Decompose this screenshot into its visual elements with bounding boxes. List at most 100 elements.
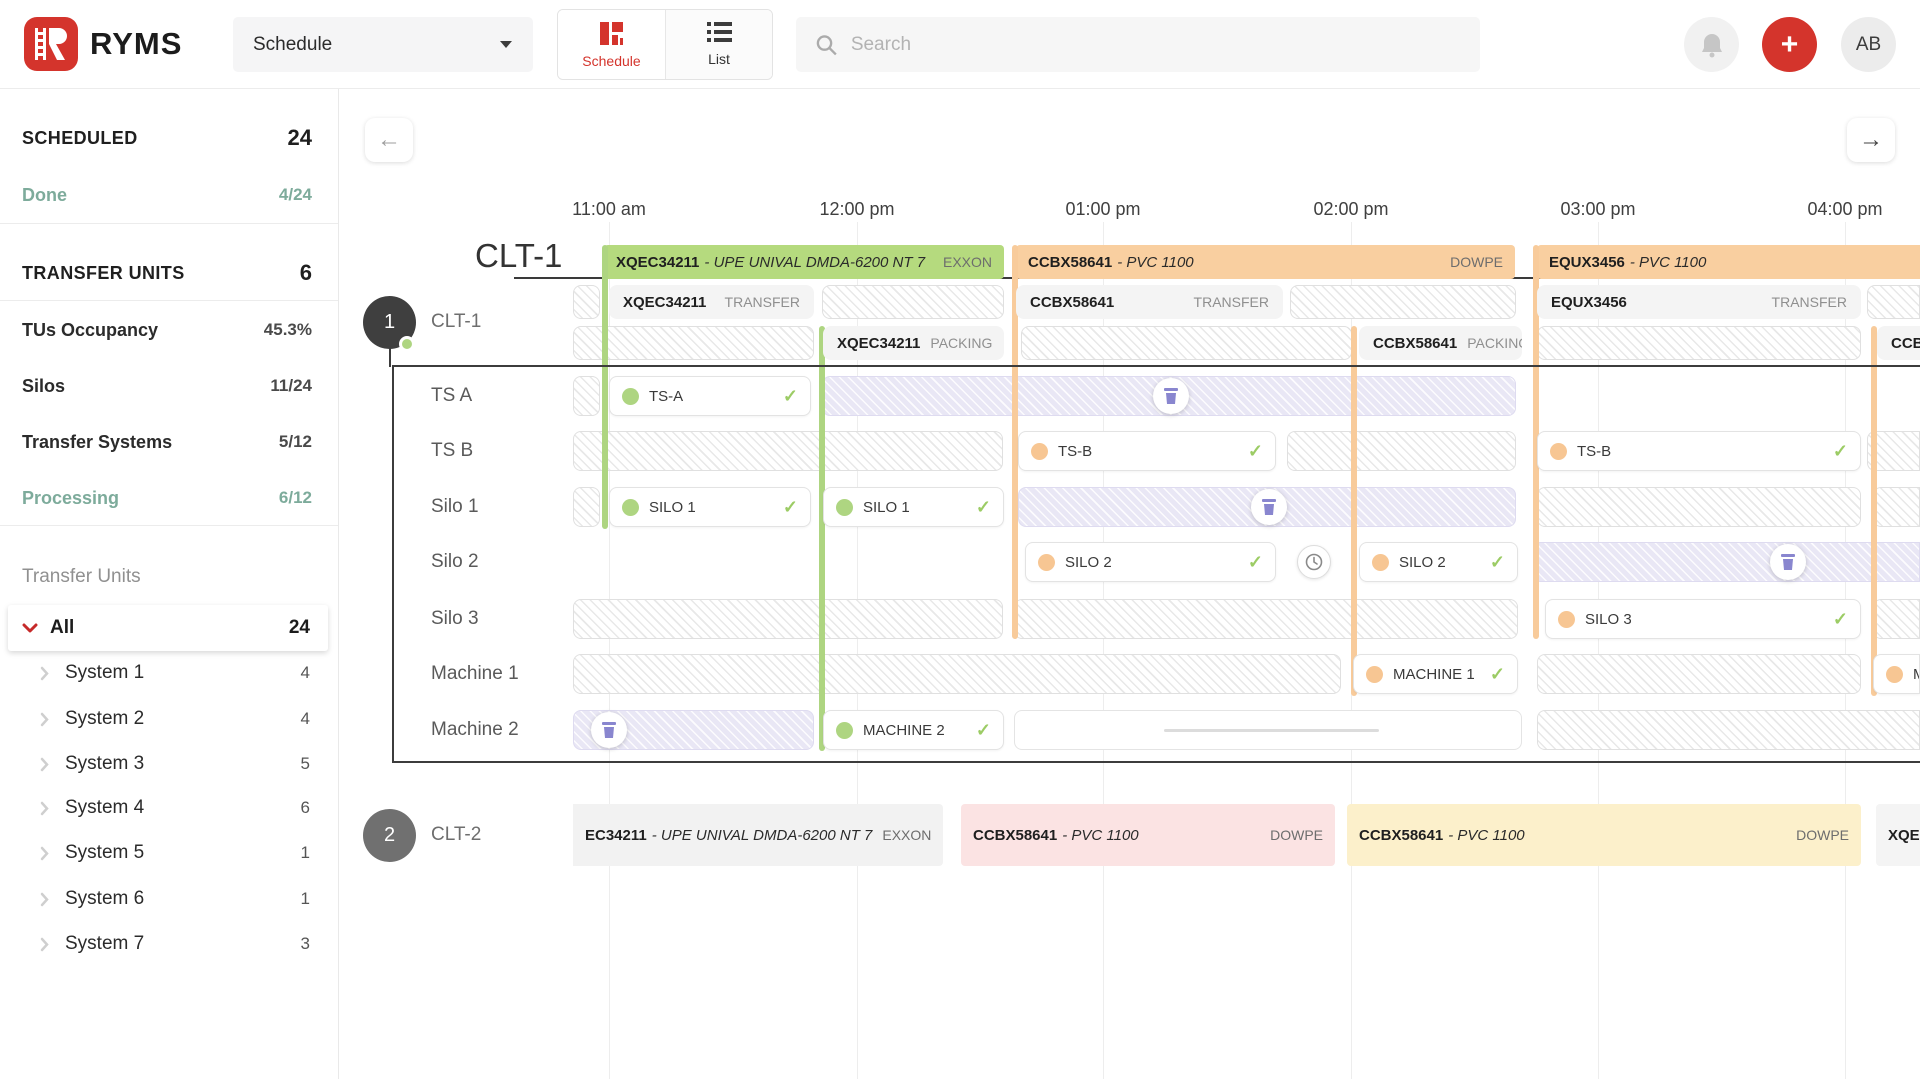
resource-card-machine-1[interactable]: MACHINE 1 ✓ <box>1353 654 1518 694</box>
trash-icon <box>1164 388 1178 404</box>
status-dot-green <box>836 721 853 739</box>
check-icon: ✓ <box>1489 663 1505 684</box>
time-label: 01:00 pm <box>1065 199 1141 219</box>
group-badge-1[interactable]: 1 <box>363 296 416 352</box>
delete-button[interactable] <box>1153 378 1189 414</box>
group-status-dot <box>399 336 415 352</box>
progress-line <box>1164 729 1379 732</box>
resource-name: SILO 3 <box>1585 610 1632 628</box>
chevron-right-icon <box>40 892 49 906</box>
app-logo[interactable] <box>24 17 78 71</box>
blocked-slot <box>573 431 1003 471</box>
task-card-packing[interactable]: CCBX58641 PACKING <box>1359 326 1522 360</box>
check-icon: ✓ <box>975 719 991 740</box>
tree-item-label: System 3 <box>65 753 145 774</box>
order-bar-ccbx58641[interactable]: CCBX58641 - PVC 1100 DOWPE <box>1016 245 1515 279</box>
order-product: - PVC 1100 <box>1448 826 1525 844</box>
tree-item-count: 6 <box>300 798 310 817</box>
resource-card-silo-2[interactable]: SILO 2 ✓ <box>1359 542 1518 582</box>
task-card-transfer[interactable]: XQEC34211 TRANSFER <box>609 285 814 319</box>
chevron-down-icon <box>22 623 38 633</box>
tree-item-system-6[interactable]: System 6 1 <box>40 879 310 919</box>
stat-value: 5/12 <box>278 432 312 451</box>
stat-label: TUs Occupancy <box>22 319 159 340</box>
hour-gridline <box>857 222 858 1079</box>
group-badge-2[interactable]: 2 <box>363 809 416 862</box>
time-label: 11:00 am <box>572 199 646 219</box>
resource-card-silo-3[interactable]: SILO 3 ✓ <box>1545 599 1861 639</box>
tree-item-system-3[interactable]: System 3 5 <box>40 744 310 784</box>
resource-card-silo-1[interactable]: SILO 1 ✓ <box>823 487 1004 527</box>
tab-schedule[interactable]: Schedule <box>558 10 665 79</box>
task-start-line-green <box>819 326 825 751</box>
empty-slot-card[interactable] <box>1014 710 1522 750</box>
tree-item-system-5[interactable]: System 5 1 <box>40 833 310 873</box>
arrow-left-icon: ← <box>377 126 401 153</box>
tree-item-all[interactable]: All 24 <box>8 605 328 651</box>
scheduled-value: 24 <box>287 125 312 150</box>
avatar-initials: AB <box>1855 33 1882 55</box>
delete-button[interactable] <box>1770 544 1806 580</box>
avatar[interactable]: AB <box>1841 17 1896 72</box>
silos-stat: Silos 11/24 <box>22 372 312 400</box>
task-card-transfer[interactable]: CCBX58641 TRANSFER <box>1016 285 1283 319</box>
resource-card-ts-b[interactable]: TS-B ✓ <box>1537 431 1861 471</box>
tree-item-count: 5 <box>300 754 310 773</box>
blocked-slot <box>822 285 1004 319</box>
done-label: Done <box>22 184 67 205</box>
search-bar[interactable] <box>796 17 1480 72</box>
order-bar-ccbx58641b-clt2[interactable]: CCBX58641 - PVC 1100 DOWPE <box>1347 804 1861 866</box>
order-bar-ccbx58641-clt2[interactable]: CCBX58641 - PVC 1100 DOWPE <box>961 804 1335 866</box>
scroll-right-button[interactable]: → <box>1847 118 1895 162</box>
search-input[interactable] <box>850 33 1460 56</box>
tree-item-system-4[interactable]: System 4 6 <box>40 788 310 828</box>
arrow-right-icon: → <box>1859 126 1883 153</box>
sidebar: SCHEDULED 24 Done 4/24 TRANSFER UNITS 6 … <box>0 89 339 1079</box>
scheduled-stat: SCHEDULED 24 <box>22 123 312 153</box>
order-product: - PVC 1100 <box>1629 253 1707 271</box>
order-bar-xqec34211-clt2[interactable]: EC34211 - UPE UNIVAL DMDA-6200 NT 7 EXXO… <box>573 804 943 866</box>
stat-label: Transfer Systems <box>22 431 173 452</box>
status-dot-green <box>836 498 853 516</box>
chevron-right-icon <box>40 666 49 680</box>
delete-button[interactable] <box>1251 489 1287 525</box>
notifications-button[interactable] <box>1684 17 1739 72</box>
blocked-slot <box>573 326 814 360</box>
task-card-packing[interactable]: CCBX5 <box>1877 326 1920 360</box>
tab-list-label: List <box>708 51 730 67</box>
tree-item-system-2[interactable]: System 2 4 <box>40 699 310 739</box>
time-label: 02:00 pm <box>1313 199 1389 219</box>
resource-card-ts-a[interactable]: TS-A ✓ <box>609 376 811 416</box>
add-button[interactable]: + <box>1762 17 1817 72</box>
status-dot-orange <box>1550 442 1567 460</box>
scroll-left-button[interactable]: ← <box>365 118 413 162</box>
delete-button[interactable] <box>591 712 627 748</box>
tab-list[interactable]: List <box>665 10 772 79</box>
blocked-slot <box>1867 285 1920 319</box>
order-manufacturer: EXXON <box>882 827 932 843</box>
top-bar: RYMS Schedule Schedule List <box>0 0 1920 89</box>
view-mode-toggle: Schedule List <box>557 9 773 80</box>
resource-card-machine-1[interactable]: MA <box>1873 654 1920 694</box>
view-selector-dropdown[interactable]: Schedule <box>233 17 533 72</box>
resource-card-ts-b[interactable]: TS-B ✓ <box>1018 431 1276 471</box>
task-card-transfer[interactable]: EQUX3456 TRANSFER <box>1537 285 1861 319</box>
check-icon: ✓ <box>1247 440 1263 461</box>
stat-value: 45.3% <box>263 320 312 339</box>
resource-card-silo-2[interactable]: SILO 2 ✓ <box>1025 542 1276 582</box>
order-bar-xqec3-clt2[interactable]: XQEC3 <box>1876 804 1920 866</box>
task-type: TRANSFER <box>724 294 800 310</box>
tree-item-system-1[interactable]: System 1 4 <box>40 653 310 693</box>
scheduled-label: SCHEDULED <box>22 127 138 148</box>
resource-card-machine-2[interactable]: MACHINE 2 ✓ <box>823 710 1004 750</box>
tree-item-system-7[interactable]: System 7 3 <box>40 924 310 964</box>
resource-card-silo-1[interactable]: SILO 1 ✓ <box>609 487 811 527</box>
order-bar-xqec34211[interactable]: XQEC34211 - UPE UNIVAL DMDA-6200 NT 7 EX… <box>604 245 1004 279</box>
status-dot-orange <box>1558 610 1575 628</box>
hour-gridline <box>1598 222 1599 1079</box>
stat-label: Silos <box>22 375 66 396</box>
order-bar-equx3456[interactable]: EQUX3456 - PVC 1100 <box>1537 245 1920 279</box>
status-dot-orange <box>1886 665 1903 683</box>
resource-name: MACHINE 1 <box>1393 665 1475 683</box>
task-card-packing[interactable]: XQEC34211 PACKING <box>823 326 1004 360</box>
